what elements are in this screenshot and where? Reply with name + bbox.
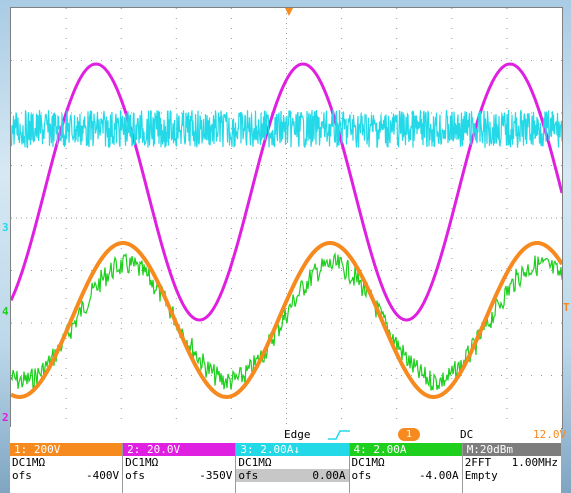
ch1-coupling: DC1MΩ xyxy=(12,456,46,469)
ch1-trace xyxy=(11,241,562,399)
ch3-scale: 3: 2.00A↓ xyxy=(236,443,349,456)
ch4-ground-marker[interactable]: 4 xyxy=(2,305,9,318)
ch1-info[interactable]: 1: 200V DC1MΩ ofs -400V xyxy=(10,443,124,493)
ch3-coupling: DC1MΩ xyxy=(238,456,272,469)
ch1-scale: 1: 200V xyxy=(10,443,123,456)
ch3-offset-label: ofs xyxy=(238,469,259,482)
ch3-info[interactable]: 3: 2.00A↓ DC1MΩ ofs 0.00A xyxy=(236,443,350,493)
ch3-ground-marker[interactable]: 3 xyxy=(2,221,9,234)
math-scale: M:20dBm xyxy=(462,443,561,456)
ch2-coupling: DC1MΩ xyxy=(125,456,159,469)
ch2-trace xyxy=(11,62,562,322)
status-bar: Edge 1 DC 12.0V xyxy=(10,427,566,443)
ch4-offset-label: ofs xyxy=(351,469,372,482)
trigger-source-badge[interactable]: 1 xyxy=(398,428,420,441)
ch2-scale: 2: 20.0V xyxy=(123,443,236,456)
ch2-offset-label: ofs xyxy=(125,469,146,482)
rising-edge-icon xyxy=(328,430,350,440)
ch2-offset: -350V xyxy=(199,469,233,482)
ch2-ground-marker[interactable]: 2 xyxy=(2,411,9,424)
math-function: 2FFT xyxy=(464,456,492,469)
trigger-mode: Edge xyxy=(284,428,311,441)
ch4-trace xyxy=(11,251,562,391)
waveform-display[interactable]: 3 4 2 T xyxy=(2,7,570,429)
trigger-level-marker[interactable]: T xyxy=(563,301,570,314)
math-info[interactable]: M:20dBm 2FFT 1.00MHz Empty xyxy=(462,443,561,493)
channel-info-bar: 1: 200V DC1MΩ ofs -400V 2: 20.0V DC1MΩ of… xyxy=(10,443,561,493)
ch4-info[interactable]: 4: 2.00A DC1MΩ ofs -4.00A xyxy=(349,443,463,493)
ch3-offset: 0.00A xyxy=(312,469,346,482)
trigger-level: 12.0V xyxy=(533,428,567,441)
ch4-coupling: DC1MΩ xyxy=(351,456,385,469)
graticule xyxy=(11,8,562,428)
trigger-position-marker xyxy=(285,8,293,16)
ch4-scale: 4: 2.00A xyxy=(349,443,462,456)
ch3-trace xyxy=(11,108,562,149)
waveform-plot xyxy=(11,8,562,428)
ch1-offset-label: ofs xyxy=(12,469,32,482)
ch4-offset: -4.00A xyxy=(418,469,459,482)
math-span: 1.00MHz xyxy=(511,456,558,469)
ch1-offset: -400V xyxy=(86,469,120,482)
math-source: Empty xyxy=(464,469,498,482)
trigger-coupling: DC xyxy=(460,428,474,441)
ch2-info[interactable]: 2: 20.0V DC1MΩ ofs -350V xyxy=(123,443,237,493)
